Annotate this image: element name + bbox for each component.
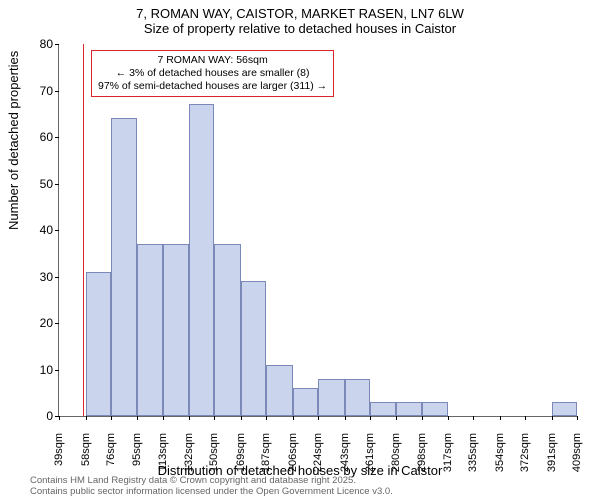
y-tick-label: 70	[25, 84, 53, 98]
histogram-bar	[86, 272, 111, 416]
histogram-bar	[370, 402, 397, 416]
y-tick-mark	[55, 370, 59, 371]
y-tick-mark	[55, 230, 59, 231]
chart-container: 7, ROMAN WAY, CAISTOR, MARKET RASEN, LN7…	[0, 0, 600, 500]
x-tick-mark	[241, 416, 242, 420]
histogram-bar	[318, 379, 345, 416]
x-tick-mark	[214, 416, 215, 420]
x-tick-mark	[189, 416, 190, 420]
histogram-bar	[552, 402, 577, 416]
y-tick-mark	[55, 91, 59, 92]
y-tick-label: 30	[25, 270, 53, 284]
y-tick-label: 0	[25, 409, 53, 423]
y-axis-label: Number of detached properties	[6, 51, 21, 230]
x-tick-mark	[318, 416, 319, 420]
x-tick-mark	[577, 416, 578, 420]
x-tick-mark	[163, 416, 164, 420]
x-tick-mark	[500, 416, 501, 420]
y-tick-label: 20	[25, 316, 53, 330]
y-tick-label: 50	[25, 177, 53, 191]
footer: Contains HM Land Registry data © Crown c…	[30, 476, 393, 498]
histogram-bar	[293, 388, 318, 416]
x-tick-mark	[59, 416, 60, 420]
y-tick-mark	[55, 184, 59, 185]
y-tick-label: 60	[25, 130, 53, 144]
histogram-bar	[111, 118, 138, 416]
chart-title-line2: Size of property relative to detached ho…	[0, 21, 600, 36]
marker-line	[83, 44, 85, 416]
plot-area: 0102030405060708039sqm58sqm76sqm95sqm113…	[58, 44, 577, 417]
title-block: 7, ROMAN WAY, CAISTOR, MARKET RASEN, LN7…	[0, 0, 600, 36]
x-tick-mark	[111, 416, 112, 420]
x-tick-mark	[448, 416, 449, 420]
histogram-bar	[396, 402, 421, 416]
x-tick-mark	[293, 416, 294, 420]
y-tick-label: 40	[25, 223, 53, 237]
footer-line2: Contains public sector information licen…	[30, 487, 393, 498]
annotation-box: 7 ROMAN WAY: 56sqm ← 3% of detached hous…	[91, 50, 334, 97]
annotation-line3: 97% of semi-detached houses are larger (…	[98, 80, 327, 93]
histogram-bar	[422, 402, 449, 416]
x-tick-mark	[370, 416, 371, 420]
x-tick-mark	[552, 416, 553, 420]
histogram-bar	[214, 244, 241, 416]
histogram-bar	[266, 365, 293, 416]
x-tick-mark	[396, 416, 397, 420]
histogram-bar	[241, 281, 266, 416]
x-tick-mark	[137, 416, 138, 420]
y-tick-mark	[55, 44, 59, 45]
y-tick-label: 80	[25, 37, 53, 51]
x-tick-mark	[86, 416, 87, 420]
y-tick-mark	[55, 323, 59, 324]
x-tick-mark	[473, 416, 474, 420]
x-tick-mark	[525, 416, 526, 420]
histogram-bar	[137, 244, 162, 416]
y-tick-mark	[55, 277, 59, 278]
y-tick-mark	[55, 137, 59, 138]
histogram-bar	[345, 379, 370, 416]
chart-title-line1: 7, ROMAN WAY, CAISTOR, MARKET RASEN, LN7…	[0, 6, 600, 21]
histogram-bar	[163, 244, 190, 416]
annotation-line2: ← 3% of detached houses are smaller (8)	[98, 67, 327, 80]
x-tick-mark	[266, 416, 267, 420]
annotation-line1: 7 ROMAN WAY: 56sqm	[98, 54, 327, 67]
x-tick-mark	[422, 416, 423, 420]
histogram-bar	[189, 104, 214, 416]
x-tick-mark	[345, 416, 346, 420]
y-tick-label: 10	[25, 363, 53, 377]
